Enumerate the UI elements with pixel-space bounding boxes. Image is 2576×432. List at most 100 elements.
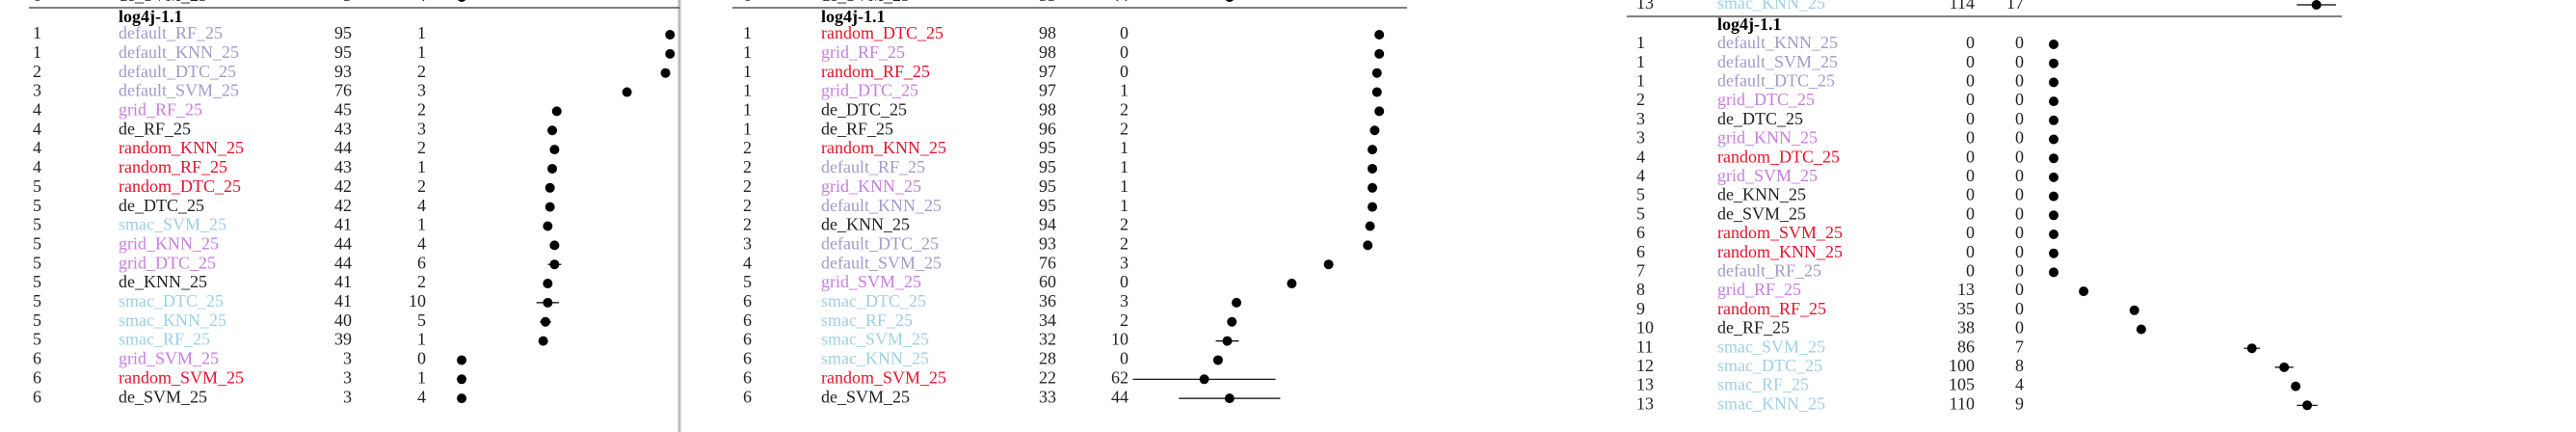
median-dot — [2049, 172, 2058, 182]
treatment-name: de_RF_25 — [119, 119, 191, 138]
rank: 2 — [743, 138, 752, 157]
iqr: 0 — [2015, 185, 2024, 204]
median-dot — [1287, 279, 1297, 289]
median-dot — [543, 279, 553, 289]
median-dot — [665, 48, 676, 59]
rank: 5 — [1636, 203, 1645, 223]
iqr: 0 — [1120, 62, 1129, 81]
rank: 4 — [1636, 166, 1645, 185]
median-dot — [1232, 297, 1242, 308]
median-dot — [2279, 362, 2290, 372]
median-dot — [1369, 125, 1380, 136]
iqr: 6 — [417, 253, 426, 272]
median: 95 — [1039, 157, 1056, 176]
rank: 6 — [743, 0, 752, 5]
iqr: 2 — [417, 62, 426, 81]
median-dot — [544, 182, 555, 193]
median: 42 — [334, 196, 352, 215]
median: 39 — [334, 330, 352, 349]
treatment-name: default_RF_25 — [119, 23, 223, 42]
rank: 2 — [1636, 90, 1645, 109]
treatment-name: grid_RF_25 — [119, 100, 202, 120]
median-dot — [544, 202, 555, 212]
treatment-name: random_RF_25 — [119, 157, 227, 176]
rank: 6 — [743, 349, 752, 368]
median-dot — [1374, 106, 1385, 117]
median-dot — [458, 0, 466, 2]
rank: 5 — [33, 233, 41, 253]
rank: 1 — [1636, 71, 1645, 91]
median: 95 — [1039, 138, 1056, 157]
median: 32 — [1039, 330, 1056, 349]
median: 97 — [1039, 81, 1056, 100]
rank: 7 — [1636, 261, 1645, 281]
median: 95 — [334, 23, 352, 42]
median: 76 — [1039, 253, 1056, 272]
median-dot — [1212, 355, 1223, 365]
median: 3 — [343, 387, 352, 406]
iqr: 3 — [417, 81, 426, 100]
rank: 13 — [1636, 0, 1654, 13]
median-dot — [549, 259, 560, 270]
median-dot — [2079, 286, 2089, 297]
treatment-name: default_KNN_25 — [821, 196, 942, 215]
median: 33 — [1039, 0, 1056, 5]
median: 44 — [334, 233, 352, 253]
median: 44 — [334, 138, 352, 157]
treatment-name: grid_DTC_25 — [821, 81, 918, 100]
median: 76 — [334, 81, 352, 100]
median-dot — [1371, 87, 1382, 97]
iqr: 0 — [2015, 166, 2024, 185]
median: 34 — [1039, 310, 1056, 330]
rank: 10 — [1636, 318, 1654, 338]
median: 110 — [1950, 393, 1975, 413]
rank: 13 — [1636, 393, 1654, 413]
treatment-name: smac_KNN_25 — [1717, 393, 1825, 413]
median-dot — [2291, 381, 2301, 392]
median-dot — [2246, 343, 2257, 354]
rank: 5 — [33, 176, 41, 196]
median: 3 — [343, 349, 352, 368]
treatment-name: default_SVM_25 — [119, 81, 239, 100]
treatment-name: random_KNN_25 — [119, 138, 244, 157]
treatment-name: grid_KNN_25 — [821, 176, 921, 196]
treatment-name: default_SVM_25 — [821, 253, 942, 272]
median-dot — [547, 125, 558, 136]
rank: 5 — [33, 196, 41, 215]
median-dot — [2049, 153, 2058, 164]
median-dot — [2049, 58, 2058, 68]
median-dot — [1368, 182, 1378, 193]
treatment-name: default_SVM_25 — [1717, 52, 1838, 71]
treatment-name: default_DTC_25 — [119, 62, 236, 81]
rank: 1 — [1636, 52, 1645, 71]
iqr: 3 — [1120, 291, 1129, 310]
iqr: 2 — [1120, 119, 1129, 138]
median-dot — [2049, 191, 2058, 202]
rank: 4 — [33, 157, 41, 176]
median-dot — [2049, 115, 2058, 125]
treatment-name: random_SVM_25 — [821, 367, 946, 387]
rank: 3 — [33, 81, 41, 100]
iqr: 1 — [1120, 138, 1129, 157]
rank: 1 — [743, 81, 752, 100]
median: 114 — [1950, 0, 1975, 13]
median: 35 — [1957, 299, 1975, 318]
iqr: 8 — [2015, 356, 2024, 375]
rank: 1 — [743, 42, 752, 62]
iqr: 0 — [2015, 261, 2024, 281]
iqr: 0 — [2015, 90, 2024, 109]
treatment-name: random_RF_25 — [1717, 299, 1826, 318]
median-dot — [1371, 68, 1382, 78]
iqr: 1 — [1120, 157, 1129, 176]
treatment-name: de_DTC_25 — [1717, 109, 1803, 128]
treatment-name: de_SVM_25 — [1717, 203, 1806, 223]
iqr: 2 — [1120, 310, 1129, 330]
iqr: 0 — [2015, 109, 2024, 128]
iqr: 2 — [417, 100, 426, 120]
rank: 2 — [743, 176, 752, 196]
rank: 1 — [743, 23, 752, 42]
iqr: 4 — [417, 387, 426, 406]
treatment-name: smac_SVM_25 — [1717, 337, 1825, 356]
median-dot — [549, 240, 560, 251]
